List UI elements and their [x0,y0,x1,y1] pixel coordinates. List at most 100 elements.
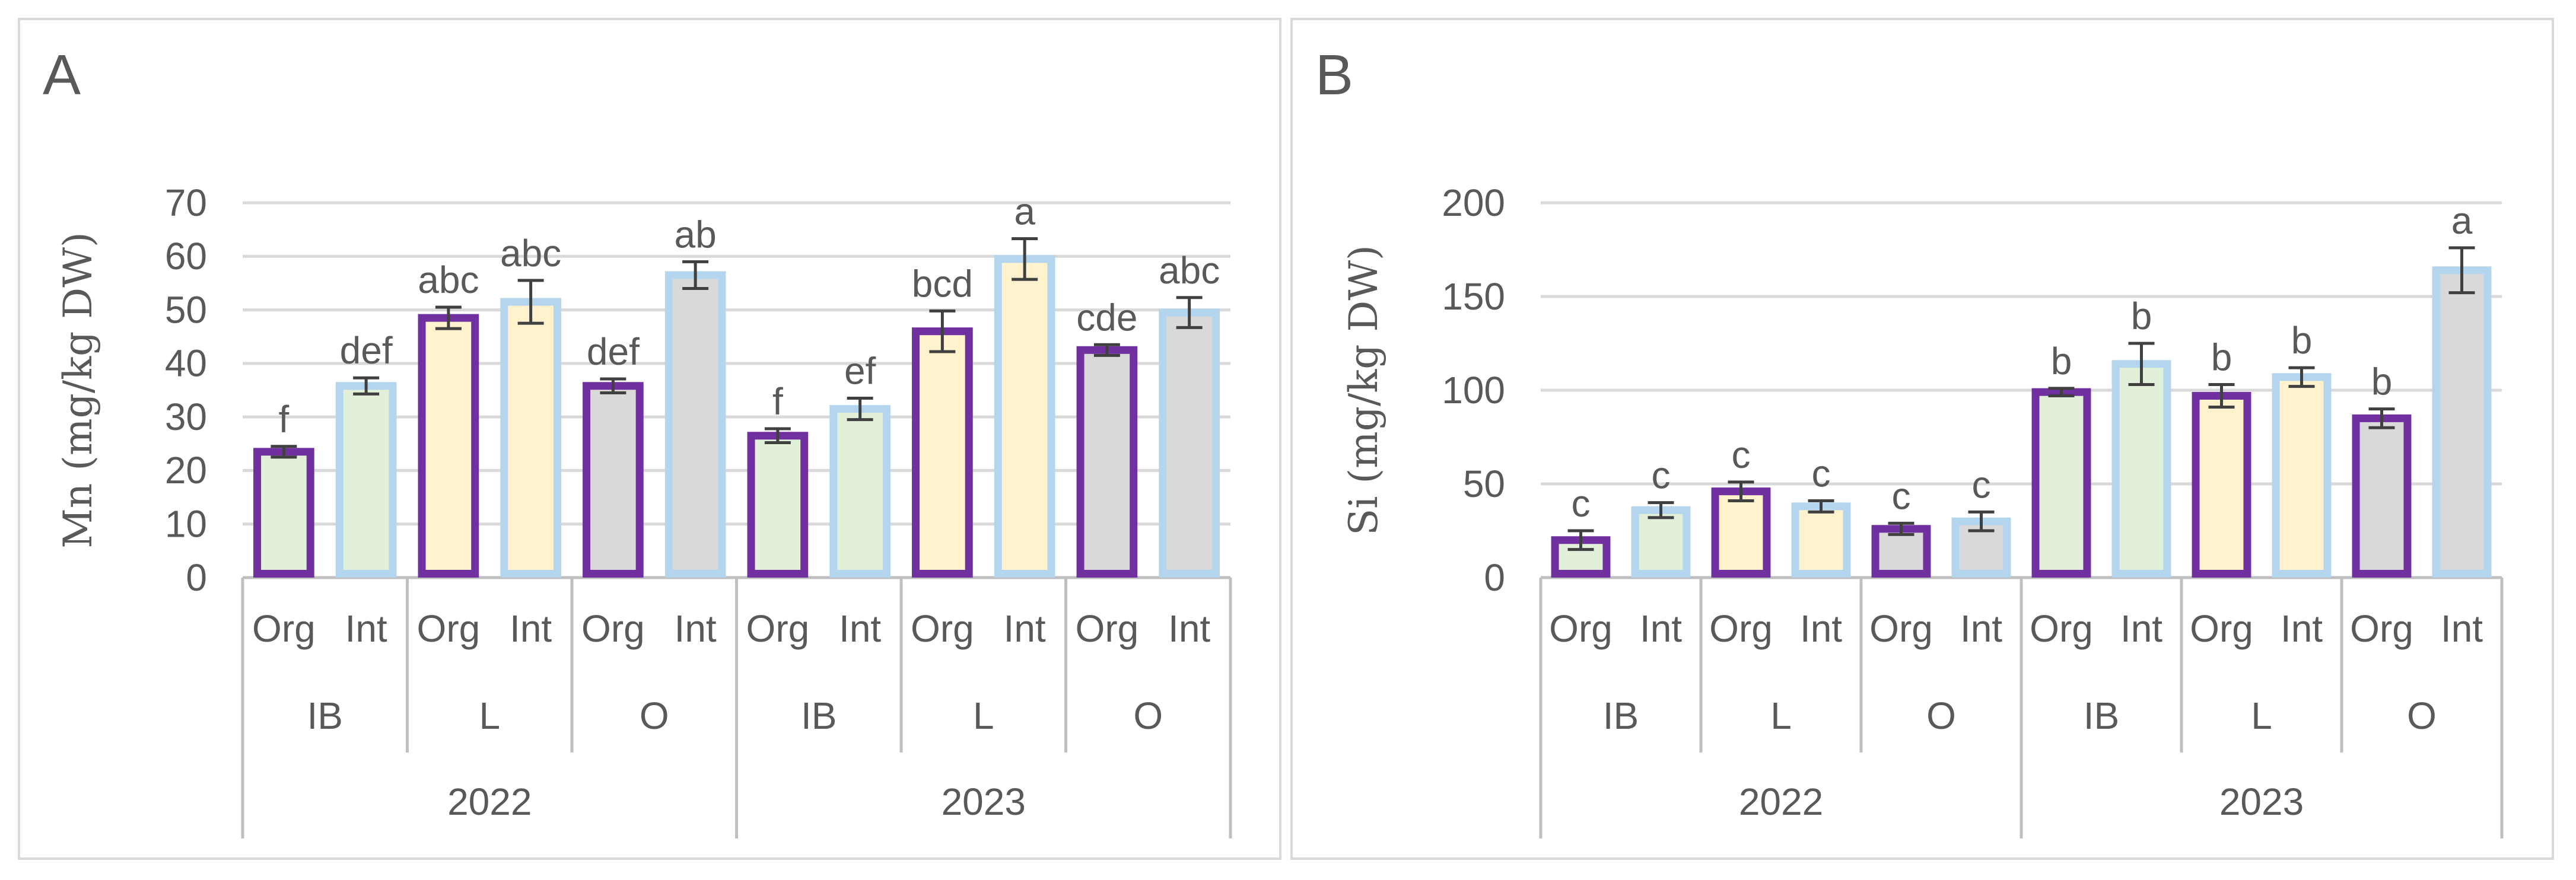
bar-2023-O-org [1076,346,1138,578]
y-tick-label: 150 [1442,275,1505,318]
bar-2023-L-org [912,327,973,578]
y-tick-label: 40 [165,342,207,385]
bar-2023-L-int [994,255,1055,578]
bar-2022-O-int [664,271,726,578]
bar-2022-L-int [1791,502,1851,578]
site-label: O [1133,694,1163,737]
y-tick-label: 0 [186,556,207,599]
site-label: L [973,694,994,737]
site-label: O [640,694,669,737]
significance-letter: c [1892,474,1911,517]
site-label: IB [307,694,343,737]
bar-2022-L-org [1711,487,1771,578]
x-tick-label: Org [417,607,481,650]
x-tick-label: Int [1640,607,1682,650]
bar-2023-O-int [1159,308,1220,578]
x-tick-label: Int [1004,607,1046,650]
x-tick-label: Org [1549,607,1613,650]
panel-a: A 0 10 20 30 40 50 60 70 Mn (mg/kg DW) f Org def Int… [18,18,1281,860]
significance-letter: b [2371,361,2393,403]
x-tick-label: Int [345,607,387,650]
bar-2022-L-int [500,298,561,578]
x-tick-label: Org [581,607,645,650]
y-tick-label: 20 [165,449,207,492]
x-tick-label: Org [2190,607,2253,650]
panel-b-letter: B [1315,43,1354,107]
year-label: 2023 [942,780,1026,823]
bar-2023-IB-org [747,432,809,578]
y-axis-label: Si (mg/kg DW) [1341,245,1386,535]
year-label: 2022 [447,780,532,823]
significance-letter: abc [418,259,479,301]
y-tick-label: 10 [165,502,207,545]
y-tick-label: 0 [1484,556,1505,599]
y-tick-label: 200 [1442,181,1505,224]
x-tick-label: Org [1869,607,1933,650]
si-chart: 0 50 100 150 200 Si (mg/kg DW) c Org c Int IB c Org c… [1341,181,2504,838]
significance-letter: c [1652,454,1671,497]
x-tick-label: Org [911,607,974,650]
bar-2022-L-org [418,314,479,578]
site-label: O [2407,694,2437,737]
significance-letter: b [2291,319,2313,362]
x-tick-label: Org [2030,607,2093,650]
x-tick-label: Int [2120,607,2162,650]
significance-letter: abc [1159,249,1220,292]
significance-letter: def [587,330,640,373]
x-tick-label: Int [1960,607,2002,650]
x-tick-label: Int [2281,607,2323,650]
site-label: IB [2084,694,2119,737]
x-tick-label: Int [510,607,552,650]
x-tick-label: Org [1709,607,1773,650]
y-tick-label: 50 [1463,463,1505,505]
y-tick-label: 50 [165,288,207,331]
y-tick-label: 70 [165,181,207,224]
y-tick-label: 60 [165,235,207,278]
year-label: 2022 [1739,780,1823,823]
significance-letter: def [340,329,393,372]
x-tick-label: Int [1800,607,1842,650]
site-label: IB [1603,694,1639,737]
significance-letter: f [278,398,289,441]
year-label: 2023 [2219,780,2304,823]
significance-letter: cde [1076,296,1137,339]
significance-letter: abc [500,232,561,275]
x-tick-label: Int [1168,607,1210,650]
site-label: O [1926,694,1956,737]
x-tick-label: Int [839,607,881,650]
y-axis-label: Mn (mg/kg DW) [55,232,101,549]
x-tick-label: Org [1076,607,1139,650]
significance-letter: bcd [912,262,973,305]
y-tick-label: 100 [1442,369,1505,412]
bar-2023-IB-int [829,405,891,578]
significance-letter: ef [844,350,876,393]
bar-2023-IB-int [2111,360,2171,578]
significance-letter: b [2211,336,2232,379]
bar-2022-O-org [1871,525,1931,578]
x-tick-label: Int [2441,607,2483,650]
site-label: L [1770,694,1792,737]
significance-letter: f [772,380,783,423]
significance-letter: ab [675,213,717,256]
panel-b: B 0 50 100 150 200 Si (mg/kg DW) c Org c Int IB c Or… [1290,18,2554,860]
bar-2022-IB-org [253,448,314,578]
bar-2023-IB-org [2031,388,2091,578]
x-tick-label: Org [252,607,316,650]
x-tick-label: Org [746,607,810,650]
bar-2023-L-org [2192,391,2251,578]
bar-2022-IB-int [335,382,397,578]
significance-letter: a [2451,199,2473,242]
bar-2023-O-int [2432,266,2492,578]
significance-letter: b [2051,340,2072,382]
site-label: L [2251,694,2272,737]
bar-2022-IB-int [1631,506,1691,578]
significance-letter: c [1972,463,1991,506]
bar-2023-O-org [2352,414,2412,578]
mn-chart: 0 10 20 30 40 50 60 70 Mn (mg/kg DW) f Org def Int IB… [55,181,1232,838]
significance-letter: c [1732,433,1751,476]
significance-letter: c [1812,452,1831,495]
significance-letter: a [1014,190,1035,232]
y-tick-label: 30 [165,396,207,438]
bar-2022-O-org [583,382,644,578]
panel-a-letter: A [43,43,81,107]
